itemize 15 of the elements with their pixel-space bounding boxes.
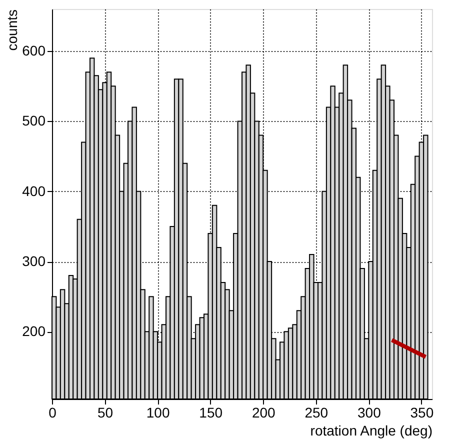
x-tick-label: 350 [410, 404, 434, 420]
x-axis-title: rotation Angle (deg) [310, 422, 432, 438]
y-axis-title: counts [4, 10, 20, 51]
x-tick-label: 200 [252, 404, 276, 420]
y-tick-label: 400 [22, 182, 46, 199]
y-tick-label: 500 [22, 112, 46, 129]
x-tick-label: 100 [146, 404, 170, 420]
x-tick-label: 150 [199, 404, 223, 420]
y-tick-label: 300 [22, 253, 46, 270]
y-tick-label: 600 [22, 42, 46, 59]
x-tick-label: 250 [304, 404, 328, 420]
y-tick-label: 200 [22, 323, 46, 340]
x-tick-label: 50 [97, 404, 114, 420]
x-tick-label: 0 [48, 404, 57, 420]
x-tick-label: 300 [357, 404, 382, 420]
